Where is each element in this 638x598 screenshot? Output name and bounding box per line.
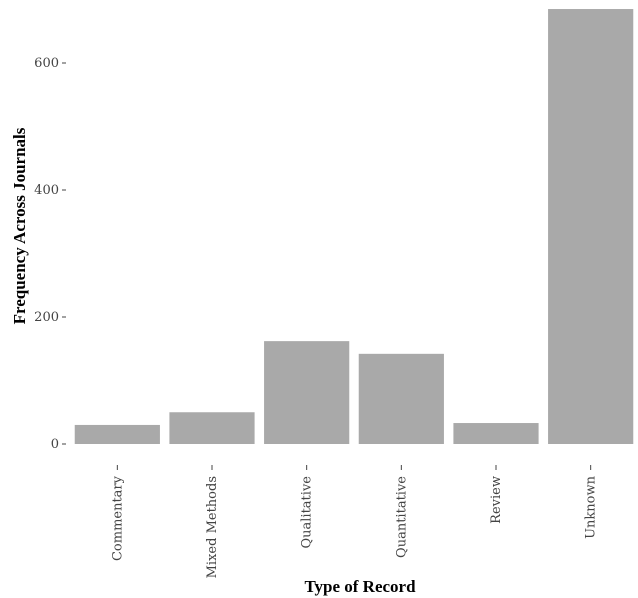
y-tick-label: 400: [34, 183, 59, 198]
x-axis-title: Type of Record: [304, 577, 416, 596]
x-tick-label: Quantitative: [394, 476, 409, 558]
bar-review: [453, 423, 539, 444]
x-axis: Commentary Mixed Methods Qualitative Quanti…: [110, 465, 599, 578]
x-tick-label: Unknown: [584, 475, 599, 539]
y-axis-title: Frequency Across Journals: [10, 127, 29, 324]
bar-unknown: [548, 9, 634, 445]
bar-commentary: [74, 424, 160, 444]
x-tick-label: Review: [489, 476, 504, 524]
bars: [74, 9, 634, 445]
x-tick-label: Qualitative: [300, 476, 315, 549]
y-tick-label: 600: [34, 56, 59, 71]
bar-qualitative: [264, 341, 350, 444]
y-tick-label: 200: [34, 310, 59, 325]
y-tick-label: 0: [51, 437, 59, 452]
x-tick-label: Commentary: [110, 475, 125, 561]
bar-mixed-methods: [169, 412, 255, 444]
bar-quantitative: [358, 353, 444, 444]
x-tick-label: Mixed Methods: [205, 476, 220, 578]
y-axis: 0 200 400 600: [34, 56, 66, 452]
